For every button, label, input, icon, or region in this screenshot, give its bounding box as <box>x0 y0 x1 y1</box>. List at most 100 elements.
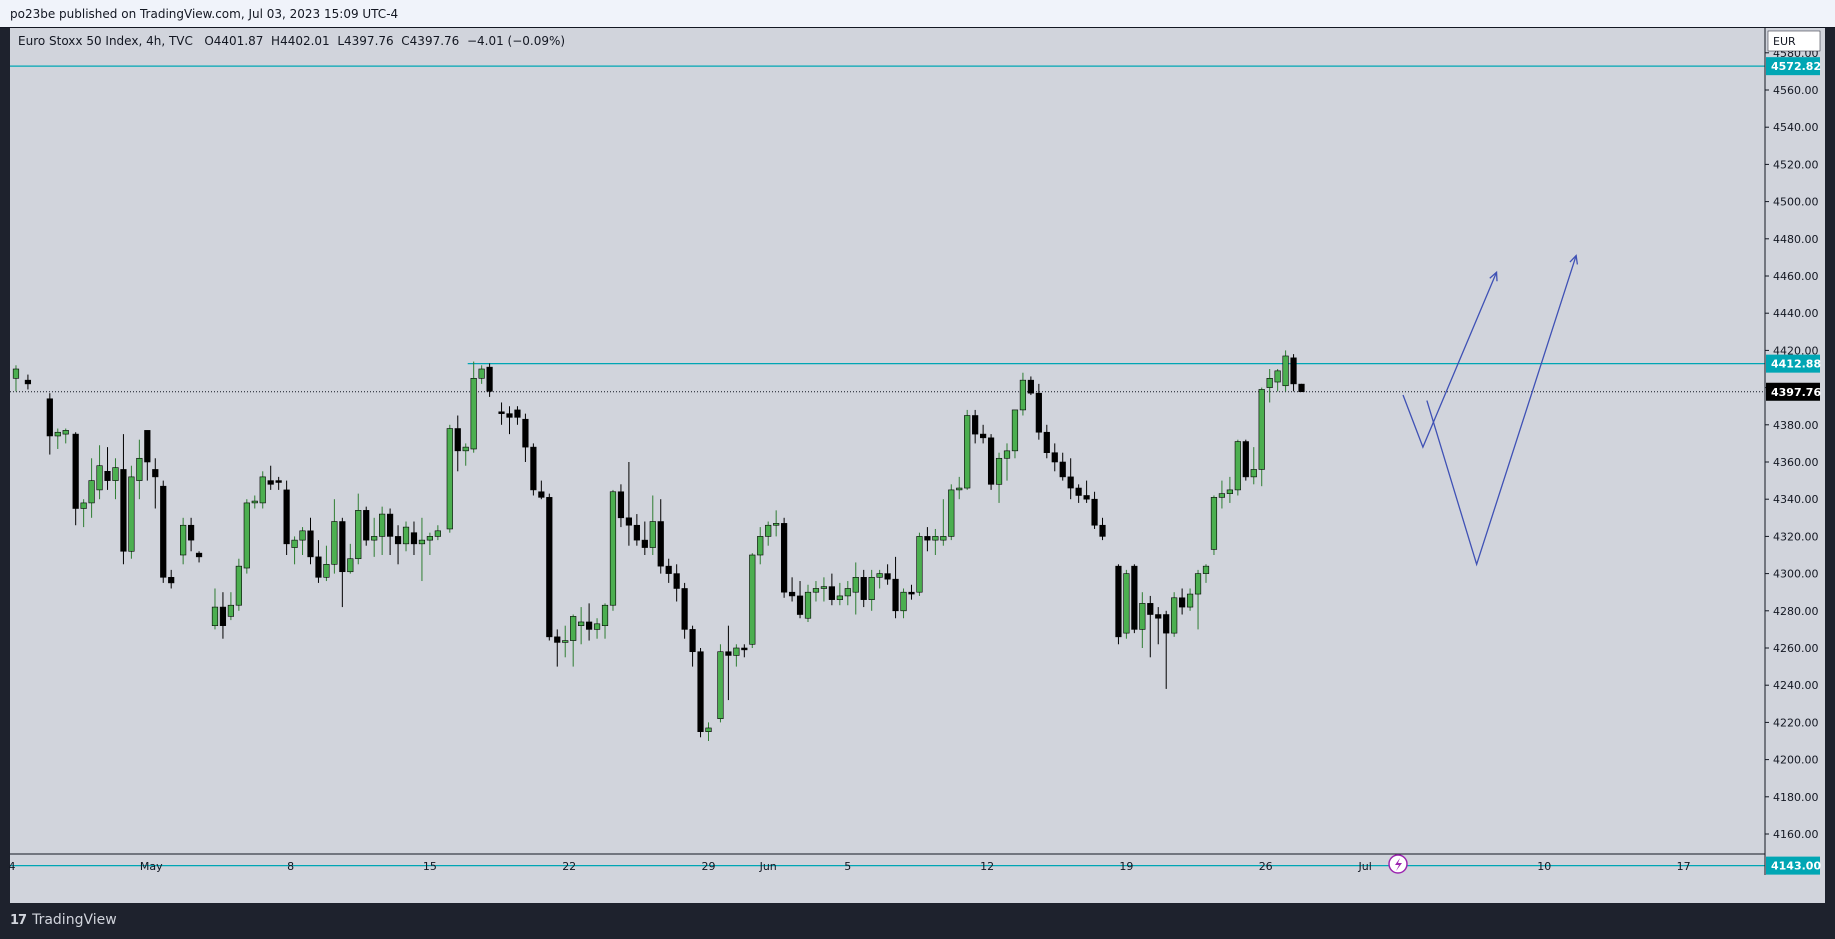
candle-body <box>820 586 828 589</box>
candle-body <box>180 524 187 556</box>
candle-body <box>585 621 593 630</box>
candle-body <box>1147 603 1154 615</box>
candle-body <box>347 558 354 573</box>
candle-body <box>267 480 274 485</box>
candle-body <box>522 418 529 448</box>
symbol-legend: Euro Stoxx 50 Index, 4h, TVC O4401.87 H4… <box>18 34 565 48</box>
level-price-label: 4572.82 <box>1771 60 1821 73</box>
open-value: O4401.87 <box>204 34 264 48</box>
candle-body <box>1290 357 1297 385</box>
candle-body <box>812 588 820 593</box>
candle-body <box>717 651 724 719</box>
candle-body <box>1035 392 1042 433</box>
flash-icon[interactable] <box>1388 854 1408 874</box>
candle-body <box>987 437 995 485</box>
y-tick-label: 4460.00 <box>1773 270 1819 283</box>
candle-body <box>593 623 601 630</box>
candle-body <box>665 565 672 574</box>
candle-body <box>1019 379 1027 411</box>
candle-body <box>514 409 521 418</box>
candle-body <box>371 536 378 541</box>
candle-body <box>1171 597 1178 634</box>
candle-body <box>136 457 143 481</box>
y-tick-label: 4420.00 <box>1773 344 1819 357</box>
candle-body <box>601 604 609 626</box>
x-tick-label: 17 <box>1677 860 1691 873</box>
candle-body <box>657 521 664 567</box>
candle-body <box>251 500 258 504</box>
candle-body <box>275 480 282 483</box>
y-tick-label: 4520.00 <box>1773 158 1819 171</box>
candle-body <box>689 629 696 653</box>
candle-body <box>570 616 577 641</box>
candle-body <box>506 413 513 418</box>
candle-body <box>1218 493 1226 498</box>
candle-body <box>498 411 505 414</box>
candle-body <box>757 536 764 556</box>
candle-body <box>462 446 469 452</box>
candle-body <box>697 651 704 732</box>
x-tick-label: 22 <box>562 860 576 873</box>
tradingview-logo[interactable]: 17 TradingView <box>10 912 117 928</box>
candle-body <box>1155 614 1162 619</box>
price-tags: 4572.82 4412.88 4143.00 4397.76 <box>1766 57 1821 875</box>
y-tick-label: 4500.00 <box>1773 196 1819 209</box>
candle-body <box>900 591 907 612</box>
y-tick-label: 4380.00 <box>1773 419 1819 432</box>
level-price-tag <box>1766 856 1820 875</box>
candle-body <box>1083 495 1090 500</box>
price-chart[interactable]: 4160.00 4180.00 4200.00 4220.00 4240.00 4260.… <box>0 0 1835 903</box>
x-tick-label: Jul <box>1358 860 1372 873</box>
candle-body <box>609 491 617 606</box>
y-tick-label: 4480.00 <box>1773 233 1819 246</box>
candle-body <box>681 588 688 630</box>
candle-body <box>781 523 788 593</box>
candles <box>12 350 1305 741</box>
candle-body <box>773 523 780 526</box>
candle-body <box>259 476 266 504</box>
candle-body <box>1298 383 1305 393</box>
x-tick-label: 29 <box>702 860 716 873</box>
price-axis-panel <box>1765 28 1825 875</box>
y-tick-label: 4200.00 <box>1773 754 1819 767</box>
level-price-label: 4412.88 <box>1771 358 1821 371</box>
candle-body <box>1091 498 1098 526</box>
current-price-label: 4397.76 <box>1771 386 1821 399</box>
candle-body <box>884 573 891 580</box>
candle-body <box>104 470 111 481</box>
candle-body <box>235 565 242 606</box>
candle-body <box>1051 452 1058 463</box>
candle-body <box>1003 450 1011 459</box>
candle-body <box>446 428 453 530</box>
candle-body <box>1115 565 1122 638</box>
candle-body <box>1234 441 1241 491</box>
candle-body <box>1027 379 1034 394</box>
candle-body <box>530 446 537 491</box>
projection-line <box>1426 255 1577 567</box>
candle-body <box>788 591 796 597</box>
candle-body <box>860 577 867 600</box>
candle-body <box>160 485 167 578</box>
candle-body <box>1210 497 1218 550</box>
candle-body <box>741 647 748 651</box>
x-tick-label: 4 <box>9 860 16 873</box>
candle-body <box>546 497 553 638</box>
candle-body <box>1131 565 1138 630</box>
y-tick-label: 4180.00 <box>1773 791 1819 804</box>
candle-body <box>980 433 987 439</box>
candle-body <box>844 588 851 597</box>
candle-body <box>62 430 69 435</box>
candle-body <box>128 476 135 552</box>
candle-body <box>1059 461 1066 478</box>
candle-body <box>227 604 235 617</box>
x-tick-label: 19 <box>1119 860 1133 873</box>
x-tick-label: May <box>140 860 163 873</box>
candle-body <box>363 510 370 541</box>
candle-body <box>892 578 899 612</box>
chart-area[interactable] <box>10 28 1825 903</box>
candle-body <box>868 577 875 600</box>
candle-body <box>418 539 426 545</box>
currency-label: EUR <box>1773 35 1796 48</box>
candle-body <box>478 368 485 379</box>
level-price-tag <box>1766 354 1820 373</box>
